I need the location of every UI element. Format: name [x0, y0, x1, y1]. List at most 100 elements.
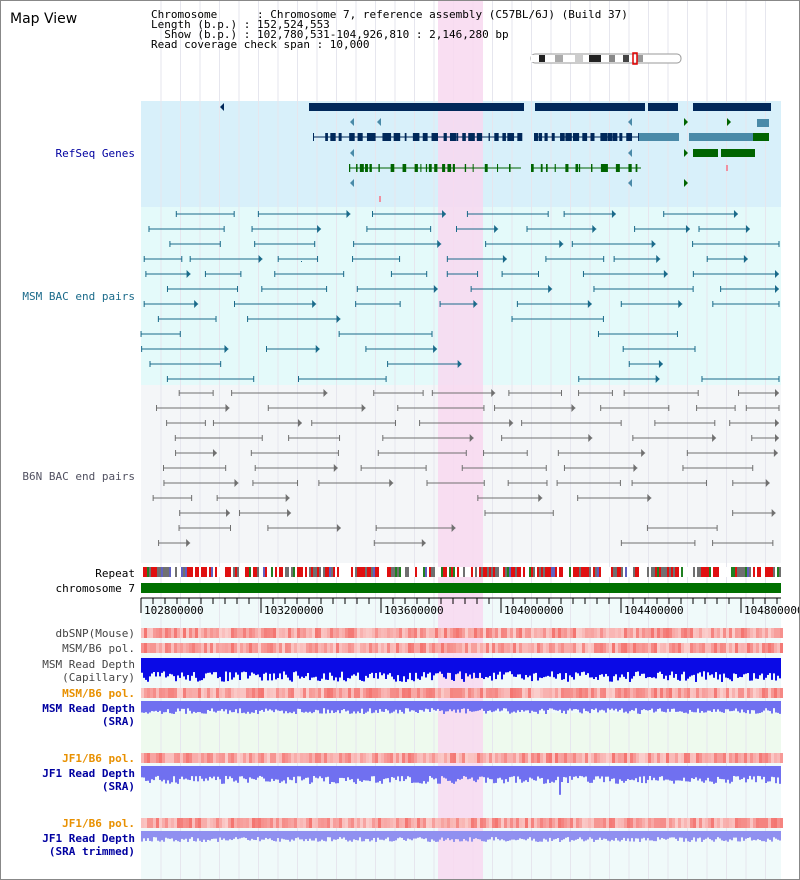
- jf1-depth-sra-bar: [457, 766, 459, 779]
- track-label-jf1-b6-pol-trimmed[interactable]: JF1/B6 pol.: [62, 817, 135, 830]
- msm-depth-capillary-bar: [529, 658, 531, 676]
- jf1-b6-pol-trimmed-heat: [423, 818, 426, 828]
- msm-b6-pol-heat: [162, 643, 165, 653]
- track-label-msm-depth-sra[interactable]: MSM Read Depth: [42, 702, 135, 715]
- msm-depth-capillary-bar: [771, 658, 773, 680]
- msm-b6-pol-sra-heat: [450, 688, 453, 698]
- track-label-jf1-depth-sra[interactable]: JF1 Read Depth: [42, 767, 135, 780]
- repeat-segment: [389, 567, 391, 577]
- dbsnp-heat: [228, 628, 231, 638]
- track-label-jf1-b6-pol[interactable]: JF1/B6 pol.: [62, 752, 135, 765]
- jf1-b6-pol-trimmed-heat: [393, 818, 396, 828]
- msm-depth-capillary-bar: [153, 658, 155, 673]
- msm-b6-pol-heat: [222, 643, 225, 653]
- dbsnp-heat: [600, 628, 603, 638]
- jf1-b6-pol-heat: [756, 753, 759, 763]
- dbsnp-heat: [699, 628, 702, 638]
- msm-b6-pol-heat: [714, 643, 717, 653]
- jf1-depth-trimmed-bar: [659, 831, 661, 840]
- jf1-depth-trimmed-bar: [527, 831, 529, 839]
- jf1-depth-sra-bar: [293, 766, 295, 777]
- msm-depth-capillary-bar: [383, 658, 385, 674]
- repeat-segment: [157, 567, 159, 577]
- track-label-chromosome[interactable]: chromosome 7: [55, 582, 135, 595]
- gene-dark-transcript-exon: [443, 133, 447, 141]
- repeat-segment: [531, 567, 533, 577]
- repeat-segment: [475, 567, 477, 577]
- msm-depth-capillary-bar: [633, 658, 635, 677]
- jf1-b6-pol-trimmed-heat: [675, 818, 678, 828]
- repeat-segment: [673, 567, 675, 577]
- track-label-repeat[interactable]: Repeat: [95, 567, 135, 580]
- jf1-depth-trimmed-bar: [595, 831, 597, 840]
- jf1-depth-sra-bar: [653, 766, 655, 778]
- repeat-segment: [185, 567, 187, 577]
- msm-b6-pol-heat: [642, 643, 645, 653]
- jf1-b6-pol-trimmed-heat: [693, 818, 696, 828]
- jf1-b6-pol-heat: [561, 753, 564, 763]
- msm-depth-sra-bar: [397, 701, 399, 714]
- msm-depth-sra-bar: [693, 701, 695, 713]
- track-label-refseq-genes[interactable]: RefSeq Genes: [55, 147, 135, 160]
- track-label-msm-b6-pol-sra[interactable]: MSM/B6 pol.: [62, 687, 135, 700]
- msm-depth-capillary-bar: [247, 658, 249, 679]
- msm-b6-pol-heat: [756, 643, 759, 653]
- msm-depth-capillary-bar: [343, 658, 345, 681]
- jf1-depth-trimmed-bar: [525, 831, 527, 841]
- jf1-depth-sra-bar: [345, 766, 347, 782]
- repeat-segment: [539, 567, 541, 577]
- msm-bac-pair-arrow: [442, 210, 447, 218]
- repeat-segment: [735, 567, 737, 577]
- msm-b6-pol-sra-heat: [687, 688, 690, 698]
- msm-depth-capillary-bar: [355, 658, 357, 676]
- msm-b6-pol-heat: [315, 643, 318, 653]
- msm-b6-pol-heat: [471, 643, 474, 653]
- repeat-segment: [503, 567, 505, 577]
- msm-b6-pol-sra-heat: [219, 688, 222, 698]
- repeat-segment: [259, 567, 261, 577]
- track-label-msm-bac[interactable]: MSM BAC end pairs: [22, 290, 135, 303]
- jf1-b6-pol-trimmed-heat: [201, 818, 204, 828]
- msm-depth-sra-bar: [511, 701, 513, 713]
- dbsnp-heat: [384, 628, 387, 638]
- track-label-msm-b6-pol[interactable]: MSM/B6 pol.: [62, 642, 135, 655]
- jf1-depth-sra-bar: [389, 766, 391, 783]
- dbsnp-heat: [213, 628, 216, 638]
- jf1-b6-pol-heat: [573, 753, 576, 763]
- track-label-msm-depth-capillary[interactable]: MSM Read Depth: [42, 658, 135, 671]
- msm-depth-capillary-bar: [525, 658, 527, 675]
- dbsnp-heat: [558, 628, 561, 638]
- msm-depth-capillary-bar: [749, 658, 751, 681]
- jf1-b6-pol-trimmed-heat: [546, 818, 549, 828]
- track-label-b6n-bac[interactable]: B6N BAC end pairs: [22, 470, 135, 483]
- dbsnp-heat: [285, 628, 288, 638]
- jf1-b6-pol-trimmed-heat: [564, 818, 567, 828]
- jf1-depth-trimmed-bar: [631, 831, 633, 839]
- msm-depth-sra-bar: [537, 701, 539, 714]
- msm-depth-capillary-bar: [273, 658, 275, 674]
- msm-depth-capillary-bar: [347, 658, 349, 678]
- msm-b6-pol-sra-heat: [441, 688, 444, 698]
- repeat-segment: [147, 567, 149, 577]
- repeat-segment: [737, 567, 739, 577]
- msm-b6-pol-sra-heat: [696, 688, 699, 698]
- jf1-depth-sra-bar: [253, 766, 255, 780]
- jf1-b6-pol-trimmed-heat: [522, 818, 525, 828]
- dbsnp-heat: [756, 628, 759, 638]
- repeat-segment: [309, 567, 311, 577]
- jf1-b6-pol-heat: [333, 753, 336, 763]
- jf1-b6-pol-heat: [246, 753, 249, 763]
- track-label-jf1-depth-trimmed[interactable]: JF1 Read Depth: [42, 832, 135, 845]
- msm-b6-pol-sra-heat: [525, 688, 528, 698]
- msm-depth-capillary-bar: [727, 658, 729, 679]
- msm-b6-pol-sra-heat: [294, 688, 297, 698]
- msm-depth-capillary-bar: [757, 658, 759, 679]
- msm-b6-pol-heat: [483, 643, 486, 653]
- jf1-b6-pol-trimmed-heat: [447, 818, 450, 828]
- msm-depth-capillary-bar: [495, 658, 497, 680]
- dbsnp-heat: [654, 628, 657, 638]
- msm-depth-sra-bar: [705, 701, 707, 713]
- track-label-dbsnp[interactable]: dbSNP(Mouse): [55, 627, 135, 640]
- jf1-b6-pol-trimmed-heat: [588, 818, 591, 828]
